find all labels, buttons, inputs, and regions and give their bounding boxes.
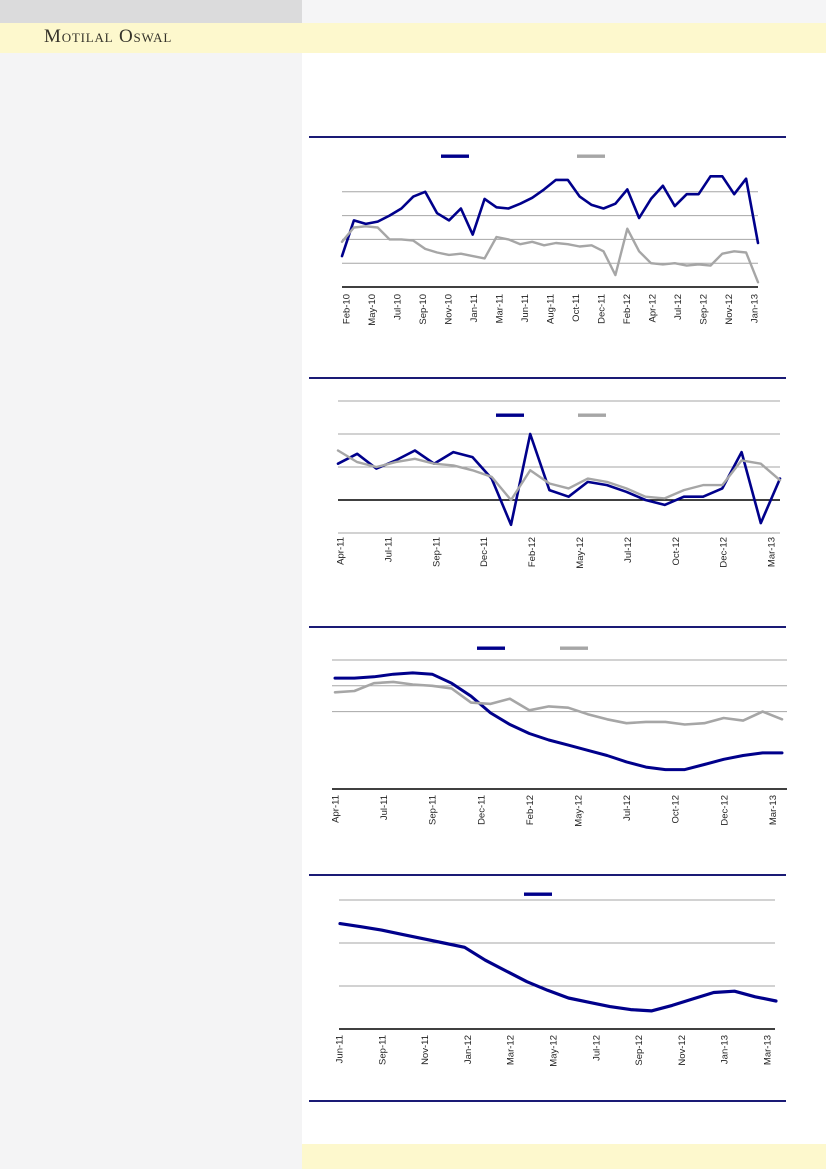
series-line-2 [340, 225, 760, 284]
legend-swatch-1 [477, 646, 505, 650]
x-tick-label: Nov-10 [444, 294, 455, 325]
x-tick-label: Jul-12 [622, 795, 633, 821]
x-tick-label: Oct-12 [671, 537, 682, 566]
left-margin-panel [0, 0, 302, 1169]
legend-swatch-1 [496, 413, 524, 417]
x-tick-label: May-12 [575, 537, 586, 569]
x-tick-label: Aug-11 [546, 294, 557, 324]
x-tick-label: Nov-11 [420, 1035, 431, 1065]
x-tick-label: Jun-11 [335, 1035, 346, 1063]
legend-swatch-1 [441, 154, 469, 158]
brand-logo: Motilal Oswal [44, 26, 173, 47]
x-tick-label: Jan-13 [720, 1035, 731, 1064]
x-tick-label: Feb-12 [525, 795, 536, 825]
x-tick-label: Mar-12 [506, 1035, 517, 1065]
x-tick-label: May-12 [549, 1035, 560, 1067]
x-tick-label: Apr-11 [336, 537, 347, 565]
x-tick-label: Jul-12 [623, 537, 634, 563]
x-tick-label: Dec-11 [597, 294, 608, 324]
x-tick-label: Sep-12 [634, 1035, 645, 1066]
series-line-1 [336, 432, 782, 527]
x-tick-label: Mar-11 [495, 294, 506, 323]
x-tick-label: Mar-13 [767, 537, 778, 567]
x-tick-label: Mar-13 [763, 1035, 774, 1065]
x-tick-label: Jan-13 [750, 294, 761, 323]
x-tick-label: Dec-11 [476, 795, 487, 825]
x-tick-label: Sep-11 [377, 1035, 388, 1065]
x-tick-label: Apr-12 [648, 294, 659, 323]
x-tick-label: Nov-12 [724, 294, 735, 325]
x-tick-label: Jul-11 [383, 537, 394, 562]
x-tick-label: Apr-11 [331, 795, 342, 823]
x-tick-label: Feb-12 [527, 537, 538, 567]
series-line-1 [333, 671, 784, 772]
charts-panel [302, 53, 826, 1144]
section-divider [309, 874, 786, 876]
legend-swatch-2 [578, 413, 606, 417]
x-tick-label: Feb-10 [342, 294, 353, 324]
x-tick-label: Sep-11 [428, 795, 439, 825]
x-tick-label: Jan-12 [463, 1035, 474, 1064]
x-tick-label: Jul-11 [379, 795, 390, 820]
x-tick-label: Nov-12 [677, 1035, 688, 1066]
top-light-strip [302, 0, 826, 23]
x-tick-label: Jul-12 [591, 1035, 602, 1061]
legend-swatch-2 [560, 646, 588, 650]
section-divider [309, 626, 786, 628]
series-line-1 [338, 921, 778, 1013]
line-chart-4: Jun-11 Sep-11 Nov-11 Jan-12 Mar-12 May-12 Jul-… [335, 892, 778, 1067]
section-divider [309, 1100, 786, 1102]
x-tick-label: Jan-11 [469, 294, 480, 322]
x-tick-label: Jul-10 [393, 294, 404, 320]
legend-swatch-2 [577, 154, 605, 158]
x-tick-label: Oct-11 [571, 294, 582, 322]
x-tick-label: Dec-12 [719, 537, 730, 568]
x-tick-label: May-10 [367, 294, 378, 326]
x-tick-label: Jun-11 [520, 294, 531, 322]
x-tick-label: Jul-12 [673, 294, 684, 320]
line-chart-1: Feb-10 May-10 Jul-10 Sep-10 Nov-10 Jan-11 Mar-… [340, 154, 761, 326]
series-line-2 [336, 449, 782, 502]
section-divider [309, 136, 786, 138]
line-chart-2: Apr-11 Jul-11 Sep-11 Dec-11 Feb-12 May-12 Jul-… [336, 400, 782, 569]
series-line-2 [333, 680, 784, 726]
x-tick-label: Feb-12 [622, 294, 633, 324]
x-tick-label: Oct-12 [671, 795, 682, 824]
top-gray-bar [0, 0, 302, 23]
x-tick-label: May-12 [574, 795, 585, 827]
x-tick-label: Dec-11 [479, 537, 490, 567]
series-line-1 [340, 175, 760, 258]
x-tick-label: Sep-10 [418, 294, 429, 325]
x-tick-label: Mar-13 [768, 795, 779, 825]
brand-band: Motilal Oswal [0, 23, 826, 53]
section-divider [309, 377, 786, 379]
x-tick-label: Sep-11 [431, 537, 442, 567]
footer-yellow-band [302, 1144, 826, 1169]
legend-swatch-1 [524, 892, 552, 896]
x-tick-label: Sep-12 [699, 294, 710, 325]
x-tick-label: Dec-12 [719, 795, 730, 826]
line-chart-3: Apr-11 Jul-11 Sep-11 Dec-11 Feb-12 May-12 Jul-… [331, 646, 787, 827]
